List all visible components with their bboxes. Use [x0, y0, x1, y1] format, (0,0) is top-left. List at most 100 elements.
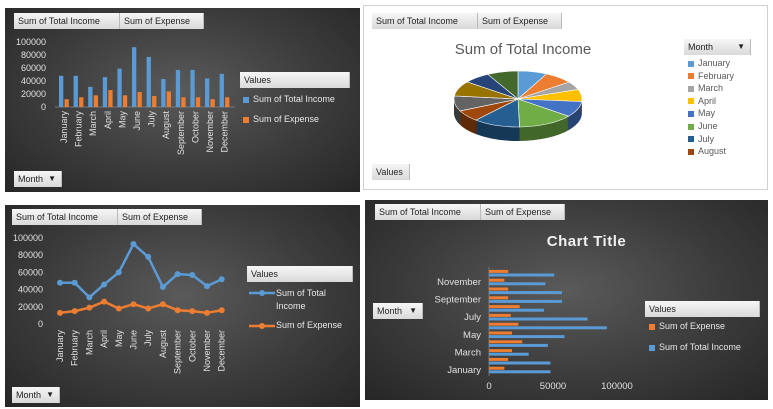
- x-tick-label: March: [88, 111, 98, 136]
- x-tick-label: October: [190, 111, 200, 143]
- legend-item: April: [688, 96, 716, 106]
- y-tick-label: 100000: [13, 233, 43, 243]
- line-expense: [59, 300, 222, 315]
- legend-label: February: [698, 70, 735, 81]
- x-tick-label: November: [205, 111, 215, 153]
- legend-swatch: [688, 60, 694, 67]
- legend-values-header[interactable]: Values: [247, 266, 353, 282]
- legend-swatch-income: [243, 96, 249, 103]
- y-tick-label: January: [447, 365, 481, 376]
- data-point-income: [115, 269, 122, 276]
- month-filter-button[interactable]: Month ▼: [373, 303, 423, 319]
- y-tick-label: July: [464, 312, 481, 323]
- field-button-income[interactable]: Sum of Total Income: [375, 204, 481, 220]
- bar-income: [489, 273, 555, 277]
- field-button-income[interactable]: Sum of Total Income: [14, 13, 120, 29]
- legend-swatch-income: [649, 344, 655, 351]
- y-tick-label: September: [435, 295, 481, 306]
- data-point-expense: [130, 301, 137, 308]
- field-button-expense[interactable]: Sum of Expense: [481, 204, 565, 220]
- bar-expense: [195, 97, 201, 107]
- bar-expense: [489, 278, 505, 282]
- legend-label: Sum of Total Income: [659, 342, 741, 352]
- legend-swatch: [688, 98, 694, 105]
- bar-expense: [225, 97, 230, 107]
- bar-expense: [489, 331, 513, 335]
- data-point-income: [86, 294, 93, 301]
- month-label: Month: [16, 390, 42, 400]
- bar-chart-plot: January March May July September November 0 500…: [435, 267, 633, 392]
- legend-label: May: [698, 108, 716, 119]
- field-button-expense[interactable]: Sum of Expense: [120, 13, 204, 29]
- month-filter-button[interactable]: Month ▼: [14, 171, 62, 187]
- bar-expense: [137, 92, 142, 107]
- data-point-expense: [115, 305, 122, 312]
- x-tick-label: May: [117, 111, 127, 129]
- legend-label: January: [698, 58, 731, 68]
- values-button[interactable]: Values: [372, 164, 410, 180]
- dropdown-arrow-icon: ▼: [46, 390, 54, 399]
- bar-income: [489, 308, 545, 312]
- x-tick-label: January: [59, 111, 69, 144]
- x-tick-label: May: [114, 330, 124, 348]
- x-tick-label: February: [70, 330, 80, 367]
- legend-item: August: [688, 146, 726, 156]
- legend-label: March: [698, 83, 724, 94]
- x-tick-label: October: [187, 330, 197, 362]
- bar-income: [489, 326, 607, 330]
- bar-income: [102, 77, 108, 107]
- legend-line-marker-expense: [249, 323, 275, 329]
- bar-expense: [489, 366, 505, 370]
- bar-income: [146, 56, 151, 107]
- legend-label: Sum of Expense: [253, 114, 320, 124]
- month-filter-button[interactable]: Month ▼: [684, 39, 751, 55]
- x-tick-label: June: [129, 330, 139, 350]
- line-chart-panel[interactable]: Sum of Total Income Sum of Expense 0 2000…: [5, 205, 360, 407]
- data-point-expense: [189, 308, 196, 315]
- data-point-income: [159, 284, 166, 291]
- bar-expense: [181, 97, 186, 107]
- bar-chart-panel[interactable]: Sum of Total Income Sum of Expense Chart…: [365, 200, 768, 400]
- legend-item-expense: Sum of Expense: [276, 320, 343, 330]
- pie-chart-panel[interactable]: Sum of Total Income Sum of Expense Sum o…: [363, 5, 768, 190]
- field-button-income[interactable]: Sum of Total Income: [372, 13, 478, 29]
- x-tick-label: June: [132, 111, 142, 131]
- data-point-expense: [174, 307, 181, 314]
- bar-expense: [489, 313, 511, 317]
- legend-values-header[interactable]: Values: [240, 72, 350, 88]
- legend-item-expense: Sum of Expense: [649, 321, 725, 331]
- month-label: Month: [377, 306, 403, 316]
- chart-title: Sum of Total Income: [454, 41, 592, 58]
- x-tick-label: August: [158, 330, 168, 359]
- legend-values-header[interactable]: Values: [645, 301, 760, 317]
- data-point-expense: [218, 307, 225, 314]
- field-button-income[interactable]: Sum of Total Income: [12, 209, 118, 225]
- x-tick-label: September: [176, 111, 186, 155]
- data-point-income: [174, 271, 181, 278]
- legend-item: June: [688, 121, 718, 131]
- legend-swatch: [688, 123, 694, 130]
- x-tick-label: December: [217, 330, 227, 372]
- data-point-expense: [86, 304, 93, 311]
- y-tick-label: 80000: [18, 250, 43, 260]
- month-label: Month: [18, 174, 44, 184]
- column-chart-plot: 0 20000 40000 60000 80000 100000 January Februa…: [16, 37, 235, 155]
- column-chart-panel[interactable]: Sum of Total Income Sum of Expense 0 2000…: [5, 8, 360, 192]
- month-filter-button[interactable]: Month ▼: [12, 387, 60, 403]
- x-tick-label: July: [143, 330, 153, 347]
- data-point-expense: [101, 298, 108, 305]
- dropdown-arrow-icon: ▼: [737, 42, 745, 51]
- x-tick-label: September: [173, 330, 183, 374]
- legend-swatch-expense: [243, 116, 249, 123]
- x-tick-label: 100000: [601, 381, 633, 392]
- legend-swatch-expense: [649, 323, 655, 330]
- legend-item-expense: Sum of Expense: [243, 114, 319, 124]
- dropdown-arrow-icon: ▼: [409, 306, 417, 315]
- field-button-expense[interactable]: Sum of Expense: [118, 209, 202, 225]
- legend-swatch: [688, 148, 694, 155]
- data-point-expense: [57, 309, 63, 316]
- bar-expense: [489, 340, 523, 344]
- bar-expense: [122, 95, 128, 107]
- field-button-expense[interactable]: Sum of Expense: [478, 13, 562, 29]
- data-point-income: [189, 271, 196, 278]
